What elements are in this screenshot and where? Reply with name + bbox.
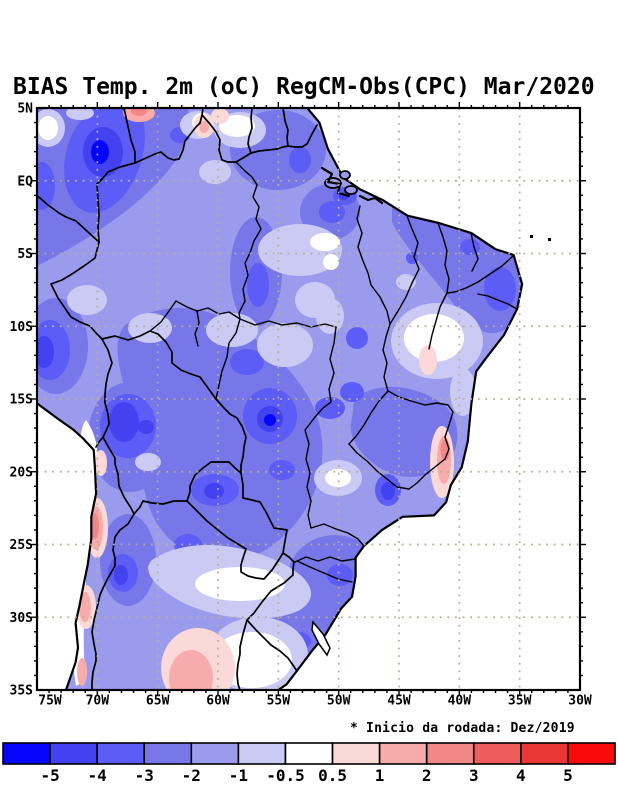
- lon-tick-label: 30W: [568, 694, 592, 709]
- amazon-delta-islands: [320, 166, 384, 205]
- colorbar: -5 -4 -3 -2 -1 -0.5 0.5 1 2 3 4 5: [2, 742, 616, 785]
- colorbar-tick-label: -5: [40, 766, 59, 785]
- longitude-axis-labels: 75W 70W 65W 60W 55W 50W 45W 40W 35W 30W: [38, 694, 592, 709]
- colorbar-segment: [190, 742, 240, 765]
- colorbar-tick-label: -0.5: [266, 766, 305, 785]
- colorbar-segment: [2, 742, 51, 765]
- colorbar-segment: [425, 742, 475, 765]
- latitude-axis-labels: 5N EQ 5S 10S 15S 20S 25S 30S 35S: [10, 102, 34, 699]
- colorbar-tick-label: 1: [375, 766, 385, 785]
- plot-frame: [35, 106, 582, 692]
- lon-tick-label: 60W: [206, 694, 230, 709]
- lon-tick-label: 70W: [86, 694, 110, 709]
- offshore-island-dots: [530, 235, 551, 241]
- colorbar-segment: [331, 742, 381, 765]
- colorbar-segment: [49, 742, 98, 765]
- colorbar-tick-label: -3: [135, 766, 154, 785]
- colorbar-segment: [284, 742, 334, 765]
- colorbar-tick-label: 0.5: [318, 766, 347, 785]
- lat-tick-label: 35S: [10, 684, 34, 699]
- lat-tick-label: 15S: [10, 393, 34, 408]
- lat-tick-label: 5N: [17, 102, 33, 117]
- colorbar-tick-label: -1: [229, 766, 248, 785]
- colorbar-segment: [567, 742, 616, 765]
- lon-tick-label: 50W: [327, 694, 351, 709]
- ocean-mask: [37, 108, 580, 690]
- lat-tick-label: 25S: [10, 538, 34, 553]
- lat-tick-label: 10S: [10, 320, 34, 335]
- atlantic-coastline: [277, 108, 524, 690]
- colorbar-tick-label: -2: [182, 766, 201, 785]
- lat-tick-label: EQ: [17, 174, 33, 189]
- run-start-annotation: * Inicio da rodada: Dez/2019: [350, 721, 575, 736]
- colorbar-tick-label: 3: [469, 766, 479, 785]
- bias-contours-below-minus5: [91, 140, 276, 426]
- lat-tick-label: 20S: [10, 465, 34, 480]
- colorbar-tick-label: 4: [516, 766, 526, 785]
- colorbar-segment: [472, 742, 522, 765]
- colorbar-tick-label: 2: [422, 766, 432, 785]
- lat-tick-label: 5S: [17, 247, 33, 262]
- lon-tick-label: 55W: [267, 694, 291, 709]
- colorbar-tick-label: 5: [563, 766, 573, 785]
- lon-tick-label: 65W: [146, 694, 170, 709]
- lon-tick-label: 40W: [448, 694, 472, 709]
- lon-tick-label: 35W: [508, 694, 532, 709]
- colorbar-segment: [378, 742, 428, 765]
- chart-title: BIAS Temp. 2m (oC) RegCM-Obs(CPC) Mar/20…: [13, 74, 595, 100]
- colorbar-segment: [96, 742, 146, 765]
- state-borders: [149, 161, 518, 583]
- lagoa-dos-patos: [311, 620, 331, 657]
- pacific-coastline: [37, 402, 98, 690]
- map-plot-area: [37, 108, 580, 690]
- lon-tick-label: 45W: [387, 694, 411, 709]
- colorbar-segment: [237, 742, 287, 765]
- lon-tick-label: 75W: [38, 694, 62, 709]
- colorbar-segment: [143, 742, 193, 765]
- colorbar-tick-label: -4: [88, 766, 107, 785]
- colorbar-segment: [520, 742, 569, 765]
- lat-tick-label: 30S: [10, 611, 34, 626]
